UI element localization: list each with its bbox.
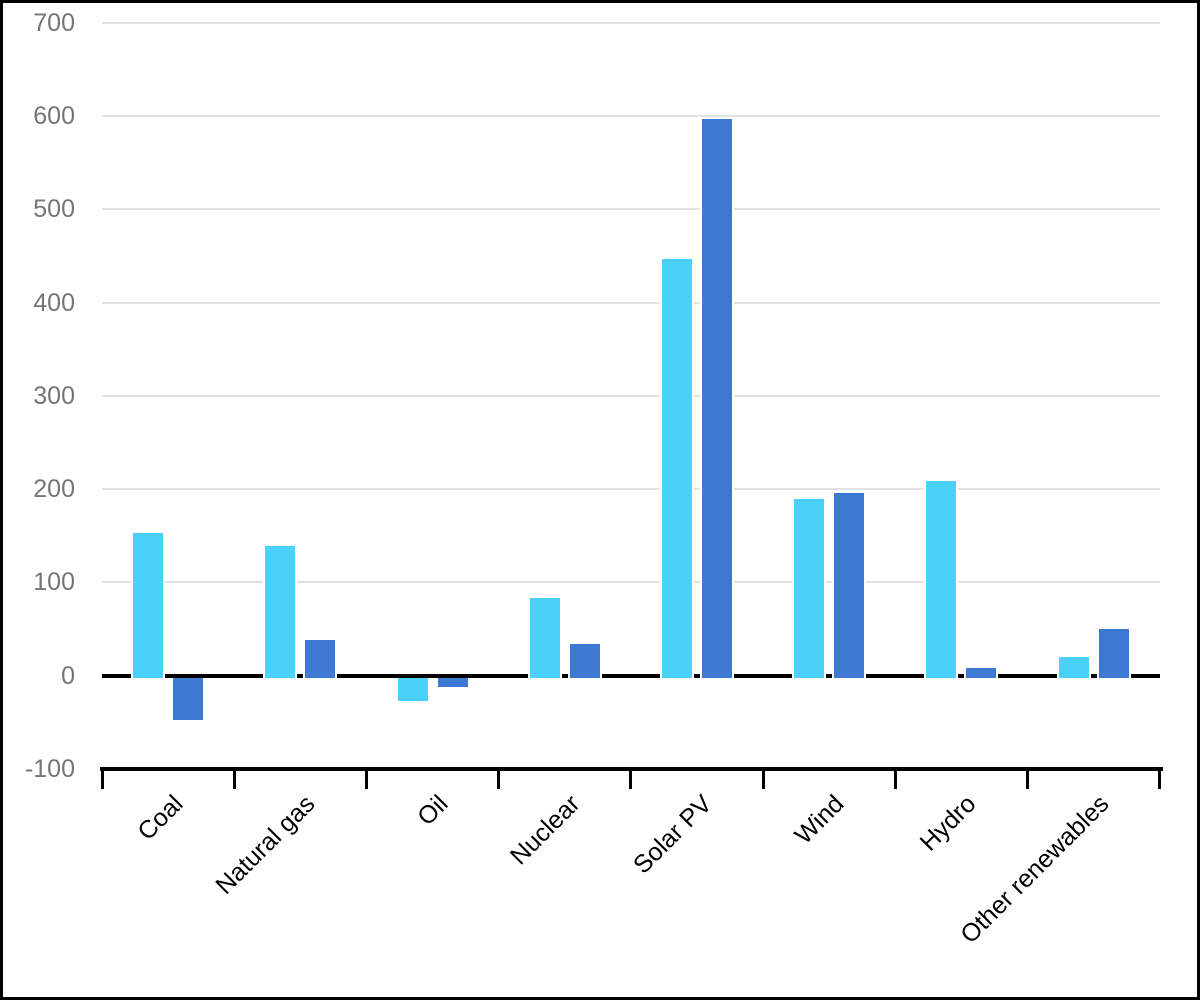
plot-area: 700 600 500 400 300 200 100 0 -100 Coal Natural ga…	[3, 3, 1197, 997]
bar-blue-series-nuclear	[567, 642, 602, 680]
gridline-600	[102, 115, 1160, 118]
gridline-200	[102, 488, 1160, 491]
x-axis-tick-mark	[761, 768, 765, 789]
bar-blue-series-solar-pv	[699, 116, 734, 680]
bar-cyan-series-hydro	[924, 478, 959, 680]
bar-blue-series-other-renewables	[1096, 627, 1131, 680]
bar-blue-series-wind	[832, 490, 867, 680]
gridline-300	[102, 394, 1160, 397]
y-axis-tick-label--100: -100	[24, 754, 75, 783]
bar-cyan-series-coal	[131, 531, 166, 680]
gridline-100	[102, 581, 1160, 584]
bar-cyan-series-solar-pv	[659, 256, 694, 680]
bar-cyan-series-natural-gas	[263, 544, 298, 680]
bar-blue-series-coal	[173, 677, 204, 721]
x-axis-tick-mark	[893, 768, 897, 789]
x-axis-tick-mark	[1158, 768, 1162, 789]
bar-blue-series-natural-gas	[303, 638, 338, 680]
x-axis-tick-mark	[232, 768, 236, 789]
bar-cyan-series-oil	[397, 677, 428, 701]
bar-cyan-series-nuclear	[527, 596, 562, 680]
bar-blue-series-oil	[437, 677, 468, 687]
x-axis-tick-mark	[1025, 768, 1029, 789]
y-axis-tick-label-400: 400	[33, 288, 75, 317]
y-axis-tick-label-300: 300	[33, 381, 75, 410]
y-axis-tick-label-700: 700	[33, 8, 75, 37]
bar-blue-series-hydro	[964, 666, 999, 680]
y-axis-tick-label-200: 200	[33, 475, 75, 504]
y-axis-tick-label-500: 500	[33, 195, 75, 224]
y-axis-tick-label-100: 100	[33, 568, 75, 597]
gridline-500	[102, 208, 1160, 211]
gridline-400	[102, 301, 1160, 304]
gridline-700	[102, 21, 1160, 24]
bar-cyan-series-other-renewables	[1056, 655, 1091, 680]
y-axis-tick-label-0: 0	[61, 661, 75, 690]
y-axis-tick-label-600: 600	[33, 102, 75, 131]
x-axis-tick-mark	[497, 768, 501, 789]
x-axis-tick-mark	[364, 768, 368, 789]
zero-baseline-line	[102, 673, 1160, 678]
bar-cyan-series-wind	[792, 496, 827, 680]
x-axis-tick-mark	[629, 768, 633, 789]
x-axis-tick-mark	[100, 768, 104, 789]
